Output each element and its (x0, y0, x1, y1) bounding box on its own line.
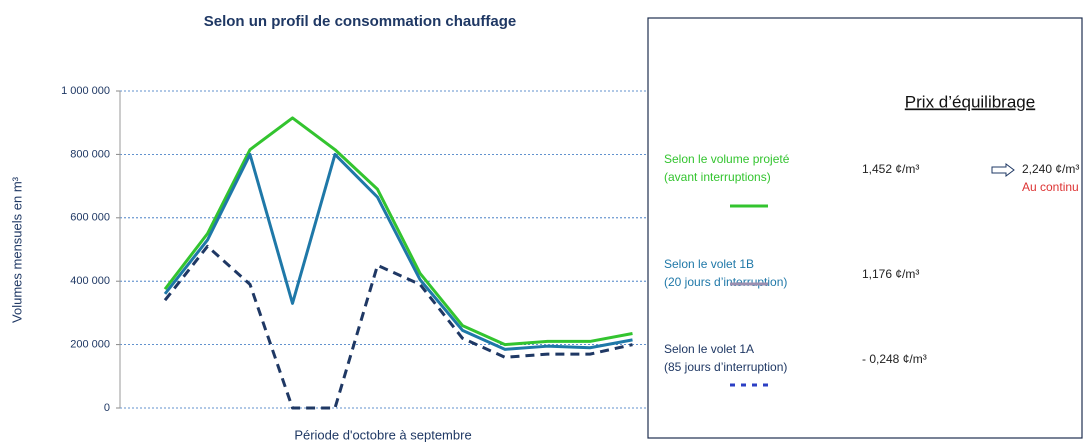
series-line (163, 152, 633, 351)
legend-panel (647, 17, 1083, 439)
legend-name: Selon le volet 1A (664, 342, 754, 356)
legend-price: 1,176 ¢/m³ (862, 267, 919, 281)
legend-continuous-label: Au continu (1022, 180, 1079, 194)
legend-price-continuous: 2,240 ¢/m³ (1022, 162, 1079, 176)
chart-title: Selon un profil de consommation chauffag… (204, 13, 517, 30)
legend-name: Selon le volume projeté (664, 152, 790, 166)
legend-price: - 0,248 ¢/m³ (862, 352, 927, 366)
legend-title: Prix d’équilibrage (905, 92, 1035, 111)
series-line (163, 244, 633, 410)
y-tick-label: 1 000 000 (61, 85, 110, 97)
legend-detail: (85 jours d’interruption) (664, 360, 787, 374)
arrow (991, 163, 1015, 177)
y-axis-label: Volumes mensuels en m³ (9, 176, 24, 323)
y-tick-label: 600 000 (70, 212, 110, 224)
legend-name: Selon le volet 1B (664, 257, 754, 271)
series-line (163, 116, 633, 347)
y-tick-label: 200 000 (70, 339, 110, 351)
legend-detail: (20 jours d’interruption) (664, 275, 787, 289)
y-tick-label: 800 000 (70, 148, 110, 160)
x-axis-label: Période d'octobre à septembre (294, 427, 471, 442)
y-tick-label: 400 000 (70, 275, 110, 287)
legend-price: 1,452 ¢/m³ (862, 162, 919, 176)
legend-detail: (avant interruptions) (664, 170, 771, 184)
y-tick-label: 0 (104, 402, 110, 414)
